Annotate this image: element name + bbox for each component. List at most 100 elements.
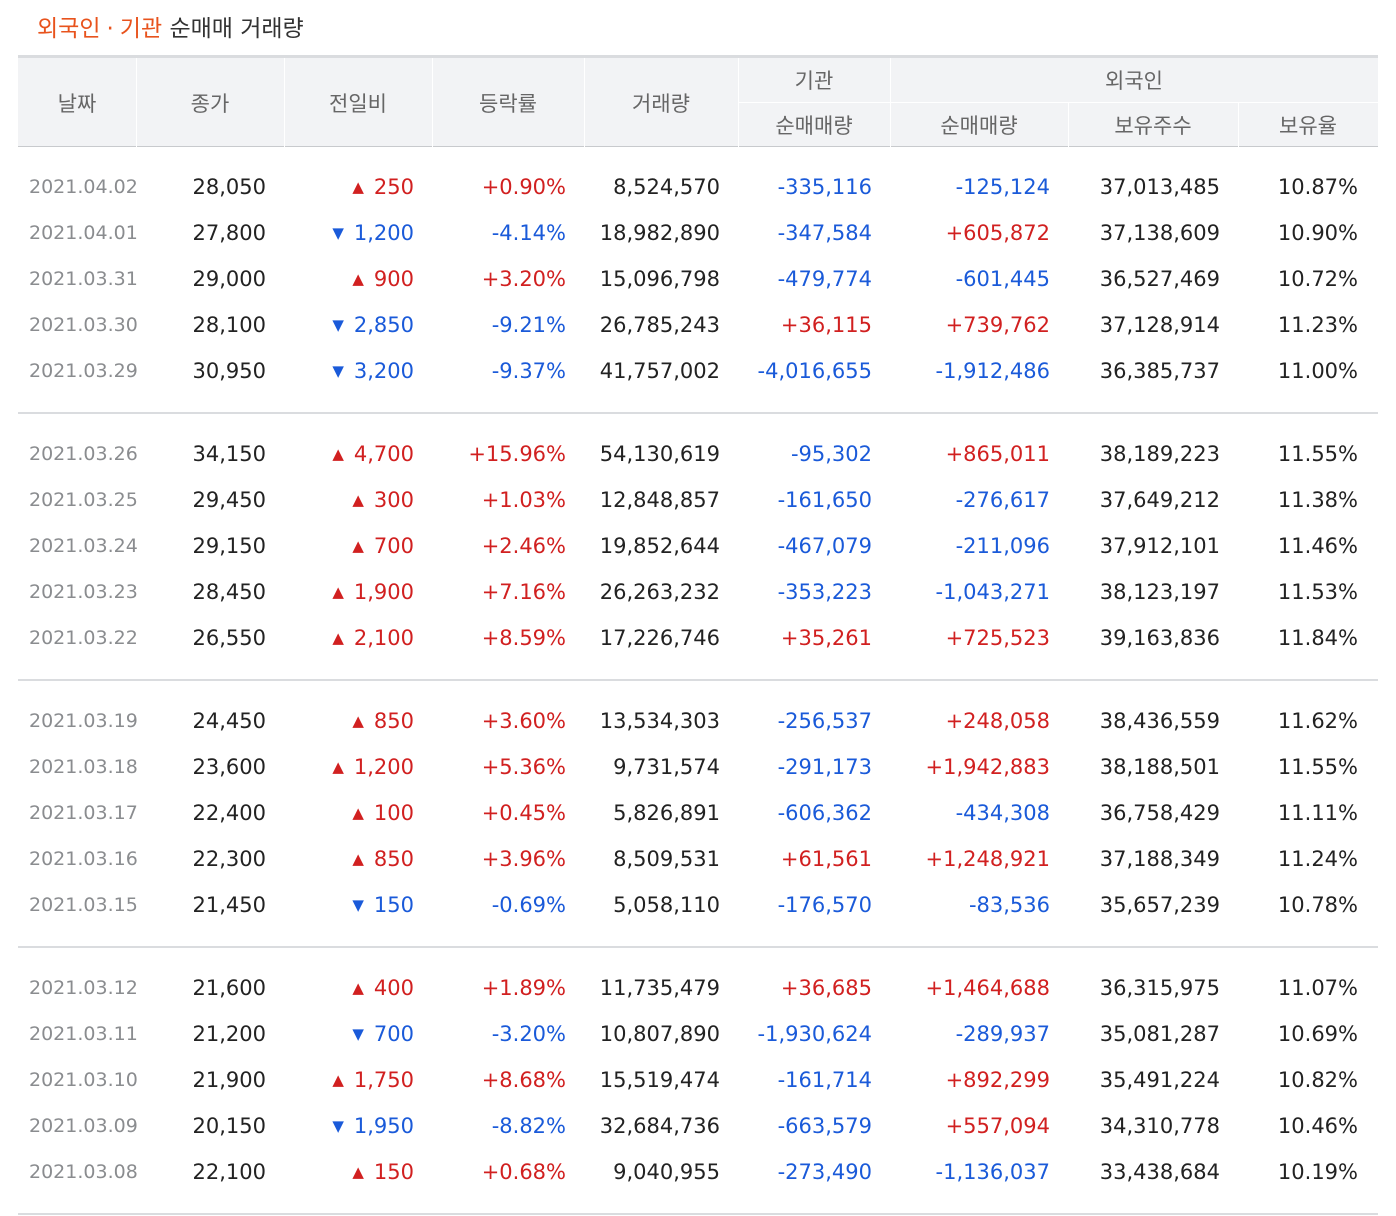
change-value: 300 <box>373 488 414 512</box>
cell-rate: +1.03% <box>481 488 566 512</box>
change-value: 150 <box>373 1160 414 1184</box>
cell-foreign: -211,096 <box>955 534 1050 558</box>
cell-inst: -256,537 <box>777 709 872 733</box>
cell-close: 29,000 <box>192 267 266 291</box>
table-row: 2021.03.09 20,150 ▼ 1,950 -8.82% 32,684,736 -6… <box>18 1103 1378 1149</box>
cell-rate: +7.16% <box>481 580 566 604</box>
cell-rate: +3.60% <box>481 709 566 733</box>
cell-close: 29,450 <box>192 488 266 512</box>
cell-foreign: +1,248,921 <box>925 847 1050 871</box>
arrow-down-icon: ▼ <box>332 224 344 242</box>
cell-rate: -9.37% <box>491 359 566 383</box>
cell-volume: 11,735,479 <box>599 976 720 1000</box>
cell-rate: -8.82% <box>491 1114 566 1138</box>
change-value: 1,200 <box>353 221 414 245</box>
table-row: 2021.04.01 27,800 ▼ 1,200 -4.14% 18,982,890 -3… <box>18 210 1378 256</box>
row-group: 2021.04.02 28,050 ▲ 250 +0.90% 8,524,570 -335,… <box>18 147 1378 414</box>
cell-ratio: 10.78% <box>1277 893 1358 917</box>
cell-volume: 54,130,619 <box>599 442 720 466</box>
cell-holdings: 37,649,212 <box>1099 488 1220 512</box>
cell-close: 21,200 <box>192 1022 266 1046</box>
cell-foreign: +739,762 <box>945 313 1050 337</box>
cell-inst: -663,579 <box>777 1114 872 1138</box>
cell-date: 2021.03.08 <box>29 1161 138 1183</box>
cell-date: 2021.03.10 <box>29 1069 138 1091</box>
table-row: 2021.03.22 26,550 ▲ 2,100 +8.59% 17,226,746 +3… <box>18 615 1378 661</box>
cell-close: 27,800 <box>192 221 266 245</box>
change-value: 1,750 <box>353 1068 414 1092</box>
cell-foreign: +865,011 <box>945 442 1050 466</box>
header-change: 전일비 <box>329 91 387 116</box>
row-group: 2021.03.26 34,150 ▲ 4,700 +15.96% 54,130,619 -… <box>18 414 1378 681</box>
cell-inst: +36,115 <box>780 313 872 337</box>
arrow-up-icon: ▲ <box>352 178 364 196</box>
cell-change: ▼ 3,200 <box>332 348 414 394</box>
cell-holdings: 38,189,223 <box>1099 442 1220 466</box>
cell-rate: +0.68% <box>481 1160 566 1184</box>
change-value: 900 <box>373 267 414 291</box>
cell-volume: 15,519,474 <box>599 1068 720 1092</box>
table-row: 2021.03.30 28,100 ▼ 2,850 -9.21% 26,785,243 +3… <box>18 302 1378 348</box>
cell-volume: 9,731,574 <box>613 755 720 779</box>
cell-rate: +3.96% <box>481 847 566 871</box>
change-value: 1,200 <box>353 755 414 779</box>
table-row: 2021.03.17 22,400 ▲ 100 +0.45% 5,826,891 -606,… <box>18 790 1378 836</box>
cell-change: ▼ 700 <box>352 1011 414 1057</box>
cell-foreign: -1,912,486 <box>935 359 1050 383</box>
cell-volume: 9,040,955 <box>613 1160 720 1184</box>
table-row: 2021.03.11 21,200 ▼ 700 -3.20% 10,807,890 -1,9… <box>18 1011 1378 1057</box>
cell-date: 2021.03.16 <box>29 848 138 870</box>
cell-inst: -4,016,655 <box>757 359 872 383</box>
cell-volume: 18,982,890 <box>599 221 720 245</box>
cell-change: ▲ 2,100 <box>332 615 414 661</box>
cell-holdings: 39,163,836 <box>1099 626 1220 650</box>
table-row: 2021.04.02 28,050 ▲ 250 +0.90% 8,524,570 -335,… <box>18 164 1378 210</box>
cell-date: 2021.03.30 <box>29 314 138 336</box>
change-value: 2,850 <box>353 313 414 337</box>
cell-ratio: 11.53% <box>1277 580 1358 604</box>
arrow-up-icon: ▲ <box>352 804 364 822</box>
cell-inst: +35,261 <box>780 626 872 650</box>
cell-date: 2021.03.22 <box>29 627 138 649</box>
cell-holdings: 36,527,469 <box>1099 267 1220 291</box>
cell-date: 2021.03.26 <box>29 443 138 465</box>
cell-inst: -161,650 <box>777 488 872 512</box>
change-value: 850 <box>373 847 414 871</box>
cell-holdings: 35,657,239 <box>1099 893 1220 917</box>
cell-change: ▲ 850 <box>352 698 414 744</box>
header-foreign-holdings: 보유주수 <box>1114 113 1192 138</box>
cell-close: 28,100 <box>192 313 266 337</box>
cell-change: ▲ 1,750 <box>332 1057 414 1103</box>
cell-volume: 15,096,798 <box>599 267 720 291</box>
cell-date: 2021.03.11 <box>29 1023 138 1045</box>
cell-close: 22,400 <box>192 801 266 825</box>
cell-holdings: 37,912,101 <box>1099 534 1220 558</box>
cell-rate: +1.89% <box>481 976 566 1000</box>
cell-foreign: -1,043,271 <box>935 580 1050 604</box>
cell-close: 21,900 <box>192 1068 266 1092</box>
cell-inst: -606,362 <box>777 801 872 825</box>
cell-close: 21,600 <box>192 976 266 1000</box>
cell-ratio: 11.38% <box>1277 488 1358 512</box>
cell-holdings: 33,438,684 <box>1099 1160 1220 1184</box>
cell-holdings: 37,138,609 <box>1099 221 1220 245</box>
cell-close: 28,050 <box>192 175 266 199</box>
table-row: 2021.03.08 22,100 ▲ 150 +0.68% 9,040,955 -273,… <box>18 1149 1378 1195</box>
cell-ratio: 10.87% <box>1277 175 1358 199</box>
cell-close: 21,450 <box>192 893 266 917</box>
cell-volume: 19,852,644 <box>599 534 720 558</box>
cell-change: ▲ 100 <box>352 790 414 836</box>
cell-close: 22,100 <box>192 1160 266 1184</box>
table-row: 2021.03.12 21,600 ▲ 400 +1.89% 11,735,479 +36,… <box>18 965 1378 1011</box>
header-close: 종가 <box>190 91 230 116</box>
table-row: 2021.03.25 29,450 ▲ 300 +1.03% 12,848,857 -161… <box>18 477 1378 523</box>
cell-inst: -161,714 <box>777 1068 872 1092</box>
change-value: 2,100 <box>353 626 414 650</box>
arrow-down-icon: ▼ <box>352 896 364 914</box>
cell-volume: 13,534,303 <box>599 709 720 733</box>
arrow-up-icon: ▲ <box>332 629 344 647</box>
cell-volume: 5,826,891 <box>613 801 720 825</box>
cell-ratio: 10.82% <box>1277 1068 1358 1092</box>
cell-volume: 32,684,736 <box>599 1114 720 1138</box>
change-value: 4,700 <box>353 442 414 466</box>
